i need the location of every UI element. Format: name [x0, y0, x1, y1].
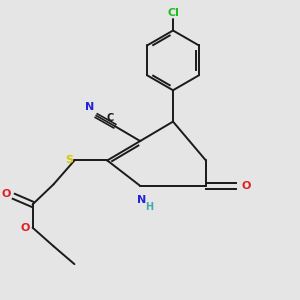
- Text: H: H: [145, 202, 153, 212]
- Text: S: S: [65, 155, 73, 166]
- Text: O: O: [2, 189, 11, 199]
- Text: N: N: [85, 102, 95, 112]
- Text: C: C: [106, 112, 113, 122]
- Text: O: O: [241, 181, 250, 191]
- Text: N: N: [137, 195, 146, 206]
- Text: O: O: [20, 223, 30, 233]
- Text: Cl: Cl: [167, 8, 179, 18]
